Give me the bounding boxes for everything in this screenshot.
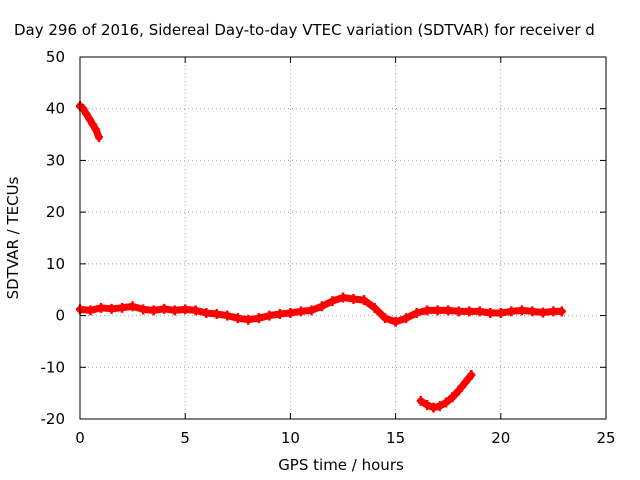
data-points: [76, 101, 566, 413]
data-point: [339, 292, 347, 303]
y-tick-label: -10: [41, 358, 66, 376]
data-point: [528, 306, 537, 317]
y-tick-label: 20: [46, 203, 65, 221]
data-point: [149, 305, 158, 316]
data-point: [467, 370, 476, 381]
x-tick-labels: 0 5 10 15 20 25: [75, 429, 615, 447]
data-point: [82, 108, 91, 119]
y-axis-label: SDTVAR / TECUs: [4, 176, 22, 299]
data-point: [244, 314, 253, 325]
data-point: [444, 305, 453, 316]
data-point: [412, 307, 421, 318]
data-point: [391, 316, 400, 327]
data-point: [265, 310, 274, 321]
data-point: [442, 397, 451, 408]
data-point: [454, 385, 463, 396]
data-point: [454, 306, 463, 317]
x-tick-label: 0: [75, 429, 85, 447]
data-point: [97, 302, 106, 313]
data-point: [223, 310, 232, 321]
data-point: [507, 306, 516, 317]
x-tick-label: 5: [180, 429, 190, 447]
y-tick-label: 0: [55, 307, 65, 325]
x-axis-label: GPS time / hours: [278, 456, 404, 474]
chart-title: Day 296 of 2016, Sidereal Day-to-day VTE…: [14, 21, 595, 39]
data-point: [275, 309, 284, 320]
data-point: [486, 307, 495, 318]
data-point: [86, 305, 95, 316]
data-point: [296, 306, 305, 317]
data-point: [435, 401, 444, 412]
grid-lines: [80, 57, 606, 419]
data-point: [557, 306, 566, 317]
y-tick-label: 40: [46, 100, 65, 118]
x-tick-label: 20: [491, 429, 510, 447]
data-point: [160, 303, 169, 314]
data-point: [429, 402, 438, 413]
data-point: [254, 313, 263, 324]
data-point: [360, 295, 369, 306]
data-point: [128, 301, 137, 312]
data-point: [317, 301, 326, 312]
x-tick-label: 15: [386, 429, 405, 447]
data-point: [423, 305, 432, 316]
data-series-3: [416, 370, 476, 413]
data-point: [349, 294, 358, 305]
y-tick-label: -20: [41, 410, 66, 428]
data-point: [170, 305, 179, 316]
data-point: [538, 307, 547, 318]
data-point: [416, 395, 425, 406]
data-point: [118, 302, 127, 313]
data-point: [461, 377, 470, 388]
data-point: [107, 303, 116, 314]
y-tick-labels: -20 -10 0 10 20 30 40 50: [41, 48, 66, 428]
data-point: [191, 305, 200, 316]
data-point: [85, 114, 94, 125]
data-point: [94, 132, 103, 143]
y-tick-label: 10: [46, 255, 65, 273]
data-point: [212, 309, 221, 320]
data-point: [88, 119, 97, 130]
data-point: [139, 304, 148, 315]
data-point: [91, 124, 100, 135]
data-point: [517, 305, 526, 316]
data-point: [307, 305, 316, 316]
data-point: [475, 306, 484, 317]
y-tick-label: 30: [46, 151, 65, 169]
x-tick-label: 25: [596, 429, 615, 447]
data-point: [181, 304, 190, 315]
x-tick-label: 10: [281, 429, 300, 447]
data-point: [465, 306, 474, 317]
data-point: [328, 296, 337, 307]
data-series-2: [76, 292, 566, 327]
data-point: [402, 313, 411, 324]
data-point: [423, 400, 432, 411]
data-point: [286, 307, 295, 318]
data-point: [370, 302, 379, 313]
data-point: [448, 392, 457, 403]
y-tick-label: 50: [46, 48, 65, 66]
data-point: [381, 313, 390, 324]
data-point: [433, 305, 442, 316]
plot-border: [79, 56, 607, 420]
data-point: [496, 307, 505, 318]
data-point: [233, 313, 242, 324]
data-point: [202, 307, 211, 318]
data-point: [549, 306, 558, 317]
